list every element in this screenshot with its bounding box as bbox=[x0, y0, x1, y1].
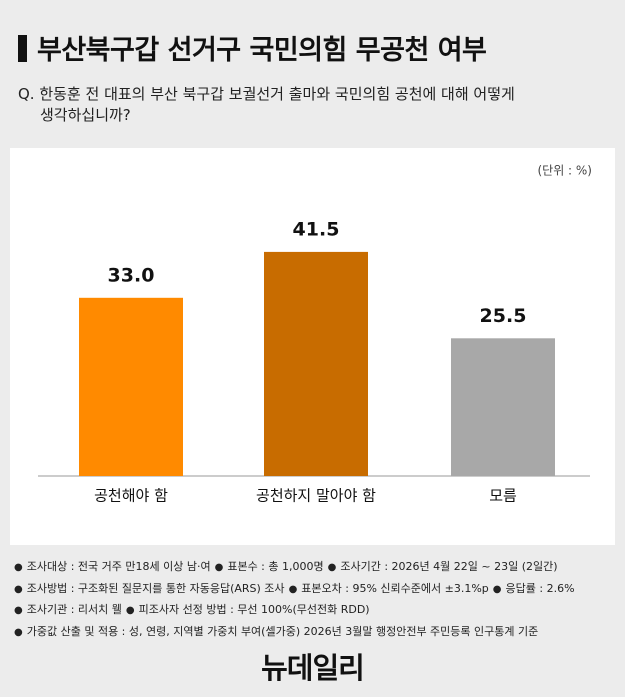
bar bbox=[264, 251, 368, 476]
note-line: 조사대상 : 전국 거주 만18세 이상 남·여 표본수 : 총 1,000명 조사… bbox=[14, 557, 579, 579]
question-line: Q. 한동훈 전 대표의 부산 북구갑 보궐선거 출마와 국민의힘 공천에 대해… bbox=[18, 85, 515, 103]
notes: 조사대상 : 전국 거주 만18세 이상 남·여표본수 : 총 1,000명조사… bbox=[14, 557, 579, 643]
category-label: 공천해야 함 bbox=[94, 487, 168, 505]
title: 부산북구갑 선거구 국민의힘 무공천 여부 bbox=[18, 28, 487, 67]
question-line: 생각하십니까? bbox=[40, 106, 131, 124]
logo: 뉴데일리 bbox=[261, 651, 365, 685]
chart: (단위 : %) 33.0 공천해야 함 41.5 공천하지 말아야 함 25.5 모름 bbox=[38, 164, 592, 505]
note-item: 조사기관 : 리서치 웰 bbox=[14, 603, 122, 616]
chart-panel: (단위 : %) 33.0 공천해야 함 41.5 공천하지 말아야 함 25.5 모름 bbox=[10, 148, 615, 545]
note-item: 표본수 : 총 1,000명 bbox=[215, 560, 324, 573]
note-line: 가중값 산출 및 적용 : 성, 연령, 지역별 가중치 부여(셀가중) 202… bbox=[14, 622, 579, 644]
value-label: 33.0 bbox=[108, 264, 155, 286]
unit: (단위 : %) bbox=[537, 164, 592, 178]
note-item: 조사기간 : 2026년 4월 22일 ~ 23일 (2일간) bbox=[328, 560, 558, 573]
value-label: 41.5 bbox=[293, 218, 340, 240]
bar bbox=[451, 338, 555, 476]
value-label: 25.5 bbox=[480, 305, 527, 327]
note-item: 가중값 산출 및 적용 : 성, 연령, 지역별 가중치 부여(셀가중) 202… bbox=[14, 625, 538, 638]
note-line: 조사기관 : 리서치 웰 피조사자 선정 방법 : 무선 100%(무선전화 RD… bbox=[14, 600, 579, 622]
note-item: 표본오차 : 95% 신뢰수준에서 ±3.1%p bbox=[289, 582, 489, 595]
note-item: 응답률 : 2.6% bbox=[493, 582, 575, 595]
category-label: 모름 bbox=[489, 487, 517, 505]
note-item: 피조사자 선정 방법 : 무선 100%(무선전화 RDD) bbox=[126, 603, 370, 616]
question: Q. 한동훈 전 대표의 부산 북구갑 보궐선거 출마와 국민의힘 공천에 대해… bbox=[18, 84, 515, 126]
note-item: 조사방법 : 구조화된 질문지를 통한 자동응답(ARS) 조사 bbox=[14, 582, 285, 595]
bar bbox=[79, 297, 183, 476]
note-line: 조사방법 : 구조화된 질문지를 통한 자동응답(ARS) 조사 표본오차 : 9… bbox=[14, 579, 579, 601]
note-item: 조사대상 : 전국 거주 만18세 이상 남·여 bbox=[14, 560, 211, 573]
category-label: 공천하지 말아야 함 bbox=[256, 487, 376, 505]
